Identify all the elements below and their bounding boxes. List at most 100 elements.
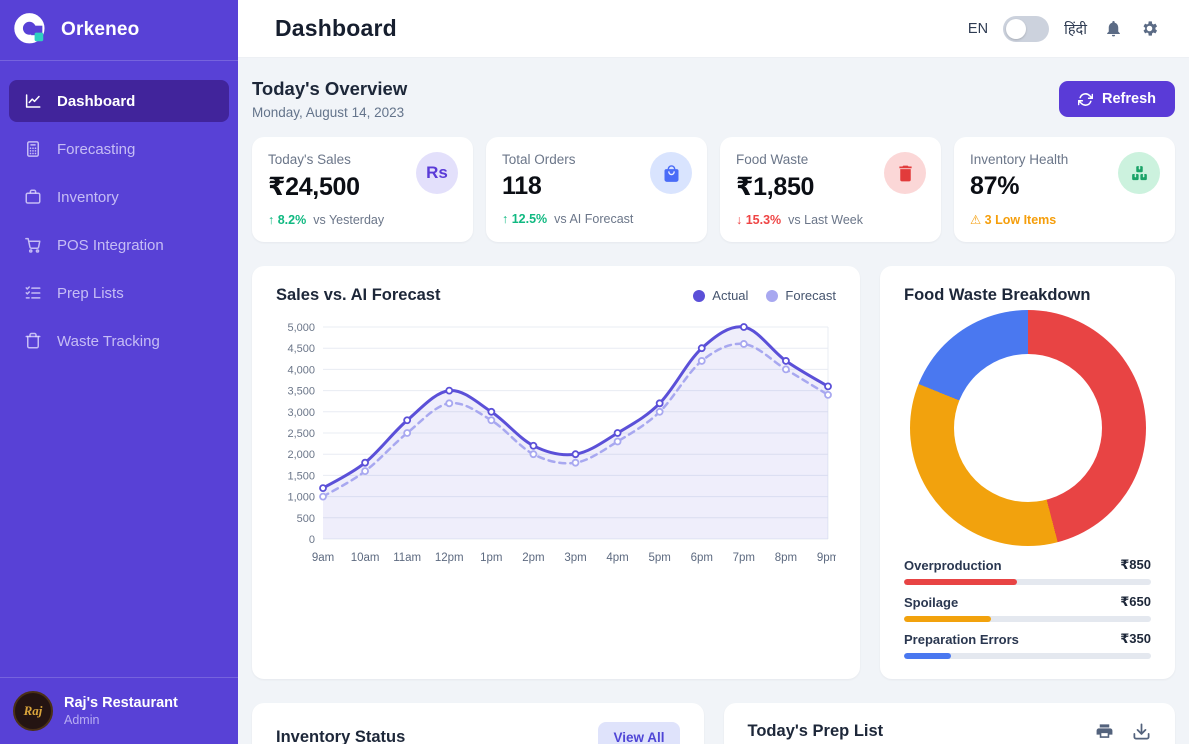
- legend-dot: [693, 289, 706, 302]
- main-content: Today's Overview Monday, August 14, 2023…: [238, 58, 1189, 744]
- lang-hindi-label: हिंदी: [1064, 21, 1087, 38]
- download-icon[interactable]: [1132, 722, 1151, 741]
- svg-text:500: 500: [297, 513, 315, 525]
- sidebar-item-forecasting[interactable]: Forecasting: [9, 128, 229, 170]
- svg-text:8pm: 8pm: [775, 552, 797, 564]
- sidebar: Orkeneo Dashboard Forecasting Inventory POS…: [0, 0, 238, 744]
- svg-text:7pm: 7pm: [733, 552, 755, 564]
- breakdown-bar-track: [904, 616, 1151, 622]
- sidebar-item-label: Waste Tracking: [57, 332, 160, 350]
- svg-text:12pm: 12pm: [435, 552, 464, 564]
- stat-card-inventory-health: Inventory Health 87% ⚠ 3 Low Items: [954, 137, 1175, 242]
- sidebar-item-inventory[interactable]: Inventory: [9, 176, 229, 218]
- stat-label: Today's Sales: [268, 152, 351, 167]
- waste-breakdown-card: Food Waste Breakdown Overproduction ₹850 S…: [880, 266, 1175, 679]
- sidebar-item-waste-tracking[interactable]: Waste Tracking: [9, 320, 229, 362]
- brand[interactable]: Orkeneo: [0, 0, 238, 60]
- svg-text:4,000: 4,000: [287, 364, 315, 376]
- overview-header: Today's Overview Monday, August 14, 2023…: [252, 71, 1175, 122]
- svg-text:3,500: 3,500: [287, 386, 315, 398]
- breakdown-bar-fill: [904, 653, 951, 659]
- bell-icon[interactable]: [1104, 19, 1123, 38]
- breakdown-label: Overproduction: [904, 557, 1002, 573]
- avatar-text: Raj: [23, 703, 43, 718]
- refresh-icon: [1078, 92, 1093, 107]
- svg-text:5pm: 5pm: [648, 552, 670, 564]
- stat-card-food-waste: Food Waste ₹1,850 ↓ 15.3% vs Last Week: [720, 137, 941, 242]
- legend-dot: [766, 289, 779, 302]
- gear-icon[interactable]: [1140, 19, 1159, 38]
- breakdown-label: Preparation Errors: [904, 631, 1019, 647]
- stat-delta-row: ⚠ 3 Low Items: [970, 212, 1159, 227]
- breakdown-label: Spoilage: [904, 594, 959, 610]
- overview-title: Today's Overview: [252, 78, 408, 99]
- trash-solid-icon: [884, 152, 926, 194]
- stat-warning: ⚠ 3 Low Items: [970, 213, 1057, 227]
- stat-value: ₹1,850: [736, 173, 815, 201]
- legend-actual: Actual: [693, 288, 748, 303]
- svg-text:1,000: 1,000: [287, 492, 315, 504]
- topbar: Dashboard EN हिंदी: [238, 0, 1189, 58]
- donut-hole: [953, 353, 1102, 502]
- bottom-row: Inventory Status View All Today's Prep L…: [252, 703, 1175, 744]
- svg-text:1pm: 1pm: [480, 552, 502, 564]
- orkeneo-logo-icon: [13, 11, 51, 49]
- waste-breakdown-list: Overproduction ₹850 Spoilage ₹650 Preparatio…: [904, 548, 1151, 659]
- cart-icon: [24, 236, 42, 254]
- user-role: Admin: [64, 713, 100, 727]
- sidebar-item-dashboard[interactable]: Dashboard: [9, 80, 229, 122]
- svg-text:2pm: 2pm: [522, 552, 544, 564]
- sidebar-footer[interactable]: Raj Raj's Restaurant Admin: [0, 677, 238, 744]
- svg-text:11am: 11am: [393, 552, 421, 564]
- avatar: Raj: [13, 691, 53, 731]
- view-all-button[interactable]: View All: [598, 722, 680, 744]
- breakdown-value: ₹850: [1120, 557, 1151, 572]
- sidebar-item-label: Forecasting: [57, 140, 136, 158]
- breakdown-bar-track: [904, 579, 1151, 585]
- charts-row: Sales vs. AI Forecast Actual Forecast 0 50…: [252, 266, 1175, 679]
- stat-value: 87%: [970, 172, 1020, 200]
- chart-legend: Actual Forecast: [693, 288, 836, 303]
- calculator-icon: [24, 140, 42, 158]
- breakdown-bar-fill: [904, 616, 991, 622]
- topbar-actions: EN हिंदी: [968, 15, 1159, 42]
- stat-cards-row: Today's Sales ₹24,500 Rs ↑ 8.2% vs Yesterday…: [252, 137, 1175, 242]
- boxes-icon: [1118, 152, 1160, 194]
- language-toggle[interactable]: [1003, 15, 1050, 42]
- box-icon: [24, 188, 42, 206]
- svg-text:9am: 9am: [312, 552, 334, 564]
- sidebar-item-pos-integration[interactable]: POS Integration: [9, 224, 229, 266]
- sidebar-nav: Dashboard Forecasting Inventory POS Integra…: [0, 61, 238, 677]
- toggle-knob: [1006, 18, 1027, 39]
- stat-compare: vs Yesterday: [313, 213, 385, 227]
- brand-name: Orkeneo: [61, 19, 140, 40]
- rupee-icon: Rs: [416, 152, 458, 194]
- chart-line-icon: [24, 92, 42, 110]
- sidebar-item-label: Prep Lists: [57, 284, 124, 302]
- stat-delta-row: ↓ 15.3% vs Last Week: [736, 213, 925, 227]
- breakdown-row-overproduction: Overproduction ₹850: [904, 557, 1151, 585]
- print-icon[interactable]: [1095, 722, 1114, 741]
- svg-text:2,500: 2,500: [287, 428, 315, 440]
- refresh-button[interactable]: Refresh: [1059, 81, 1175, 117]
- stat-compare: vs Last Week: [788, 213, 863, 227]
- breakdown-row-preparation-errors: Preparation Errors ₹350: [904, 631, 1151, 659]
- stat-delta: ↑ 8.2%: [268, 213, 307, 227]
- breakdown-value: ₹650: [1120, 594, 1151, 609]
- prep-list-title: Today's Prep List: [747, 722, 884, 740]
- sidebar-item-prep-lists[interactable]: Prep Lists: [9, 272, 229, 314]
- stat-label: Inventory Health: [970, 152, 1069, 167]
- svg-text:10am: 10am: [351, 552, 380, 564]
- trash-icon: [24, 332, 42, 350]
- svg-text:3pm: 3pm: [564, 552, 586, 564]
- page-title: Dashboard: [275, 15, 397, 41]
- stat-value: 118: [502, 172, 542, 200]
- sidebar-divider: [0, 60, 238, 61]
- inventory-status-title: Inventory Status: [276, 728, 406, 744]
- breakdown-bar-track: [904, 653, 1151, 659]
- prep-list-card: Today's Prep List: [723, 703, 1175, 744]
- svg-text:6pm: 6pm: [691, 552, 713, 564]
- stat-label: Food Waste: [736, 152, 809, 167]
- svg-text:1,500: 1,500: [287, 470, 315, 482]
- legend-forecast: Forecast: [766, 288, 836, 303]
